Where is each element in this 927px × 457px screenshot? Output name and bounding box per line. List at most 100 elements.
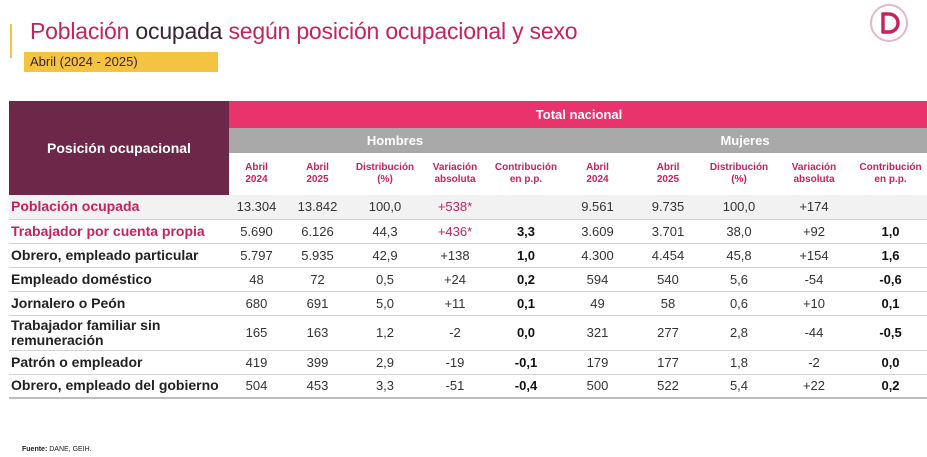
table-cell: 2,9 [351,350,419,375]
subheader-line: absoluta [793,174,835,185]
table-cell: 9.735 [634,195,702,220]
table-cell: 1,2 [351,315,419,351]
table-cell: 0,2 [852,374,927,399]
table-cell: 58 [634,291,702,316]
table-cell: 321 [561,315,634,351]
title-part-3: según posición ocupacional y sexo [228,18,578,44]
table-cell: 0,1 [491,291,561,316]
table-row: Jornalero o Peón 680 691 5,0 +11 0,1 49 58 0,6 +1… [9,291,927,316]
table-cell [852,195,927,220]
table-cell: +538* [419,195,491,220]
table-cell: 5.690 [229,219,284,244]
table-cell: 45,8 [702,243,776,268]
table-cell: -54 [776,267,852,292]
table-cell: -0,6 [852,267,927,292]
table-cell: 3,3 [351,374,419,399]
subheader-line: Abril [245,162,268,173]
table-cell: 5,0 [351,291,419,316]
title-part-1: Población [30,18,130,44]
source-label: Fuente: [22,446,48,453]
table-cell: 594 [561,267,634,292]
table-cell: +92 [776,219,852,244]
table-cell: 44,3 [351,219,419,244]
table-cell: 13.842 [284,195,351,220]
table-cell: 49 [561,291,634,316]
row-label: Jornalero o Peón [9,291,229,316]
table-cell: 100,0 [351,195,419,220]
table-cell: 0,5 [351,267,419,292]
table-cell: 100,0 [702,195,776,220]
subheader-cell: Abril 2024 [229,153,284,195]
table-cell: -51 [419,374,491,399]
table-cell: 1,8 [702,350,776,375]
page-title: Población ocupada según posición ocupaci… [30,18,578,45]
subheader-line: Distribución [355,162,415,173]
table-cell [491,195,561,220]
subheader-line: Abril [306,162,329,173]
row-label: Obrero, empleado particular [9,243,229,268]
subheader-line: Variación [791,162,837,173]
group-header-mujeres: Mujeres [561,128,927,153]
table-cell: 72 [284,267,351,292]
subheader-line: 2025 [656,174,680,185]
table-row: Trabajador familiar sin remuneración 165 1… [9,315,927,351]
table-cell: 0,6 [702,291,776,316]
table-cell: +174 [776,195,852,220]
table-cell: 5,6 [702,267,776,292]
table-cell: 399 [284,350,351,375]
table-cell: 3.609 [561,219,634,244]
table-cell: 522 [634,374,702,399]
table-cell: -19 [419,350,491,375]
table-cell: 0,0 [852,350,927,375]
table-cell: 1,0 [852,219,927,244]
table-cell: 2,8 [702,315,776,351]
table-row: Obrero, empleado particular 5.797 5.935 42,… [9,243,927,268]
group-header-hombres: Hombres [229,128,561,153]
table-cell: 13.304 [229,195,284,220]
subheader-cell: Distribución (%) [702,153,776,195]
subheader-cell: Variación absoluta [776,153,852,195]
row-label: Trabajador por cuenta propia [9,219,229,244]
table-cell: 1,6 [852,243,927,268]
table-cell: +10 [776,291,852,316]
table-cell: 4.300 [561,243,634,268]
table-cell: 5.797 [229,243,284,268]
table-cell: 504 [229,374,284,399]
corner-header: Posición ocupacional [9,101,229,195]
table-row: Empleado doméstico 48 72 0,5 +24 0,2 594 540 5,6… [9,267,927,292]
table-cell: 419 [229,350,284,375]
table-cell: 680 [229,291,284,316]
period-badge: Abril (2024 - 2025) [24,52,218,72]
table-cell: 163 [284,315,351,351]
subheader-line: en p.p. [509,174,543,185]
subheader-row: Abril 2024 Abril 2025 Distribución (%) Variaci… [9,153,927,195]
table-cell: 453 [284,374,351,399]
table-cell: -2 [419,315,491,351]
subheader-cell: Abril 2025 [284,153,351,195]
table-row: Población ocupada 13.304 13.842 100,0 +538* 9… [9,195,927,220]
table-cell: +436* [419,219,491,244]
table-row: Trabajador por cuenta propia 5.690 6.126 44… [9,219,927,244]
table-cell: 0,2 [491,267,561,292]
table-cell: 5,4 [702,374,776,399]
table-cell: 0,1 [852,291,927,316]
subheader-cell: Distribución (%) [351,153,419,195]
title-part-2: ocupada [135,18,223,44]
table-cell: 540 [634,267,702,292]
source-text: DANE, GEIH. [49,446,92,453]
subheader-line: (%) [377,174,393,185]
subheader-cell: Abril 2025 [634,153,702,195]
row-label: Obrero, empleado del gobierno [9,374,229,399]
row-label: Patrón o empleador [9,350,229,375]
subheader-line: 2024 [586,174,609,185]
table-cell: 9.561 [561,195,634,220]
table-cell: 165 [229,315,284,351]
subheader-line: 2024 [245,174,268,185]
total-nacional-header: Total nacional [229,101,927,128]
subheader-line: absoluta [434,174,476,185]
table-cell: +11 [419,291,491,316]
table-cell: -2 [776,350,852,375]
subheader-cell: Variación absoluta [419,153,491,195]
table-cell: 1,0 [491,243,561,268]
table-cell: 4.454 [634,243,702,268]
